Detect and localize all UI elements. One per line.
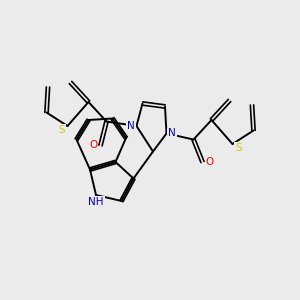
Text: O: O	[206, 157, 214, 167]
Text: NH: NH	[88, 196, 104, 207]
Text: S: S	[58, 124, 65, 135]
Text: S: S	[235, 142, 242, 153]
Text: N: N	[168, 128, 176, 139]
Text: N: N	[127, 121, 135, 131]
Text: O: O	[89, 140, 97, 151]
